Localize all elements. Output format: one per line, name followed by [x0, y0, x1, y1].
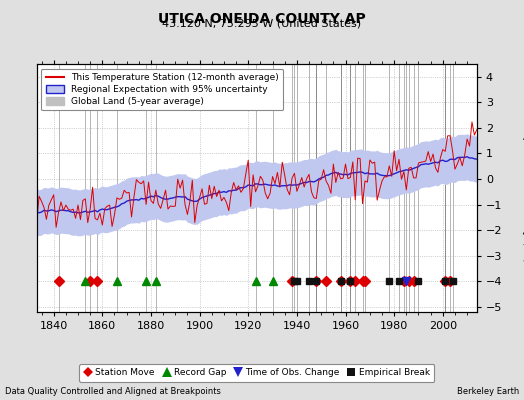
Text: 43.120 N, 75.295 W (United States): 43.120 N, 75.295 W (United States) — [162, 18, 362, 28]
Text: Berkeley Earth: Berkeley Earth — [456, 387, 519, 396]
Y-axis label: Temperature Anomaly (°C): Temperature Anomaly (°C) — [522, 114, 524, 262]
Text: Data Quality Controlled and Aligned at Breakpoints: Data Quality Controlled and Aligned at B… — [5, 387, 221, 396]
Legend: Station Move, Record Gap, Time of Obs. Change, Empirical Break: Station Move, Record Gap, Time of Obs. C… — [79, 364, 434, 382]
Text: UTICA ONEIDA COUNTY AP: UTICA ONEIDA COUNTY AP — [158, 12, 366, 26]
